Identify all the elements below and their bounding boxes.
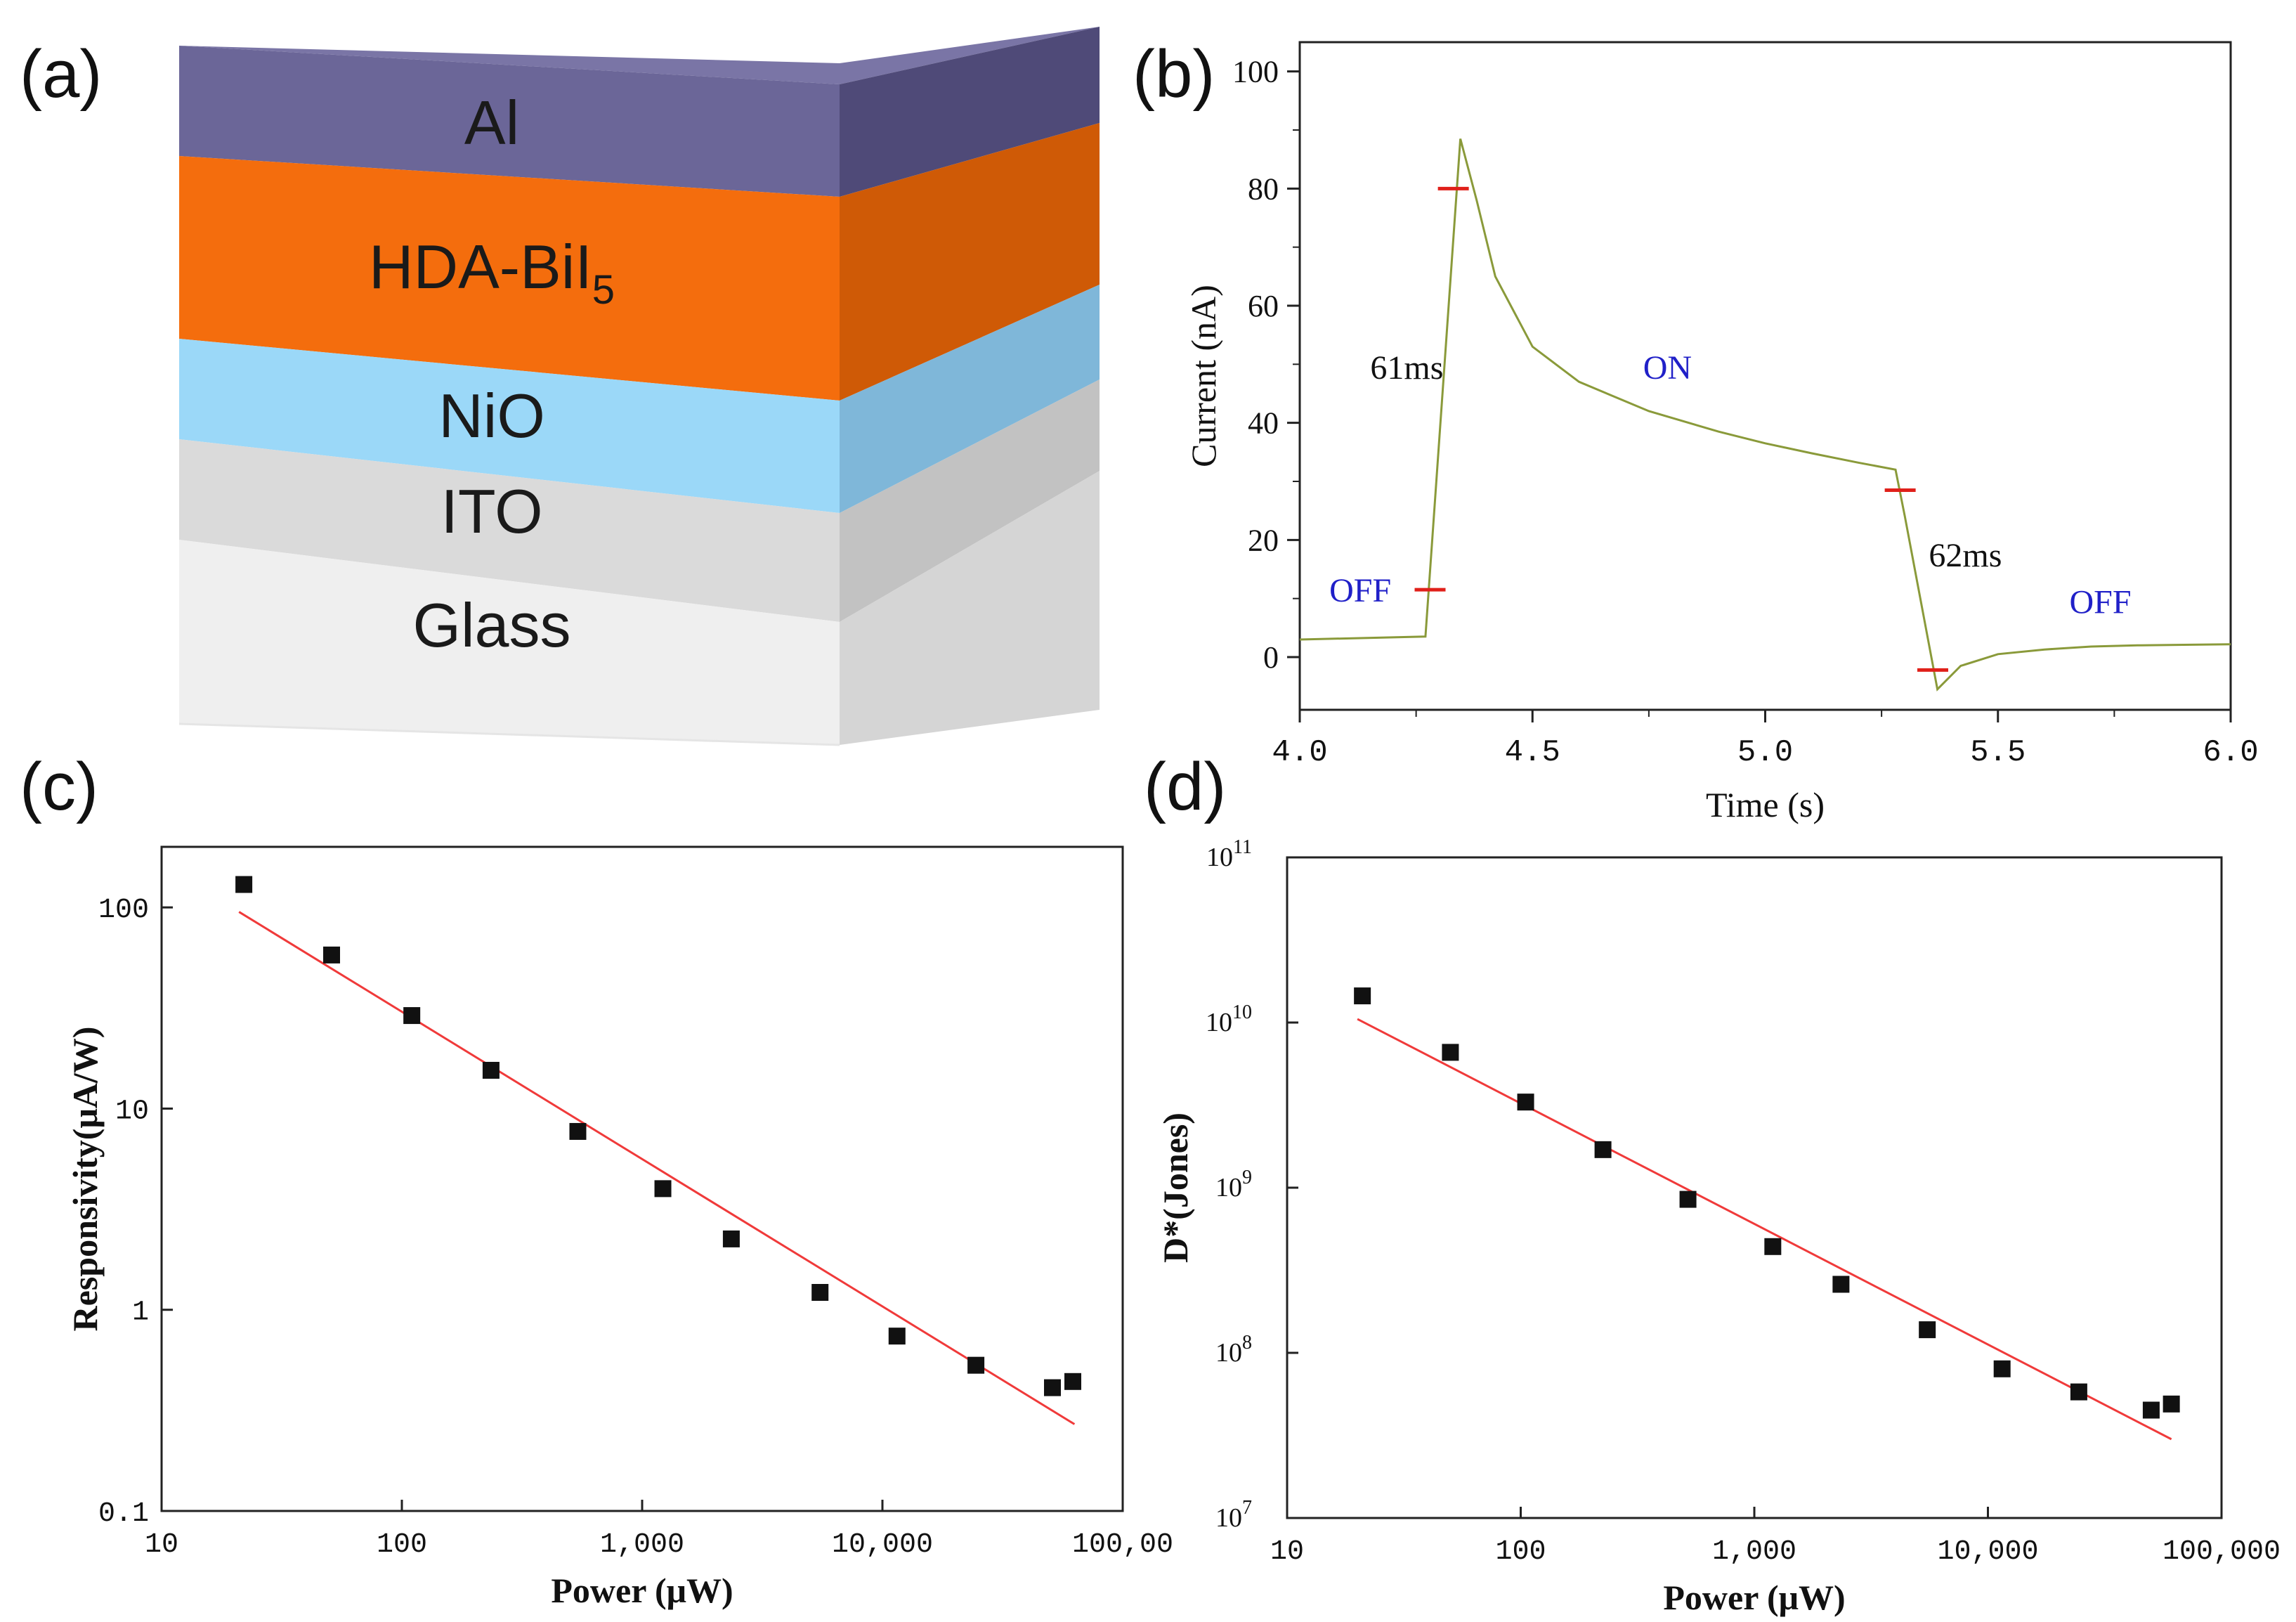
al-top-face [179, 27, 1100, 84]
annotation-b: OFF [1329, 572, 1391, 609]
data-point-c [888, 1328, 906, 1345]
y-tick-label-c: 10 [115, 1096, 149, 1127]
x-tick-label-b: 4.5 [1505, 735, 1560, 770]
data-point-c [482, 1061, 500, 1079]
x-axis-label-c: Power (μW) [551, 1571, 733, 1610]
plot-frame-d [1286, 856, 2223, 1519]
panel-label-a: (a) [20, 37, 103, 112]
data-point-d [1594, 1141, 1612, 1158]
layer-label-0: Al [464, 88, 519, 157]
annotation-b: 62ms [1929, 537, 2002, 574]
layer-front-4 [179, 540, 840, 745]
data-point-d [1517, 1094, 1534, 1111]
x-tick-label-c: 10 [145, 1529, 178, 1561]
x-tick-label-b: 5.5 [1970, 735, 2026, 770]
x-tick-label-b: 5.0 [1737, 735, 1793, 770]
x-tick-label-c: 1,000 [600, 1529, 684, 1561]
layer-label-1: HDA-BiI5 [369, 232, 615, 313]
x-tick-label-c: 10,000 [832, 1529, 933, 1561]
x-tick-label-c: 100,00 [1072, 1529, 1173, 1561]
y-tick-label-d: 1010 [1206, 1001, 1252, 1037]
x-tick-label-b: 4.0 [1272, 735, 1327, 770]
data-point-d [2163, 1395, 2180, 1413]
data-point-d [1919, 1321, 1936, 1339]
y-axis-label-d: D*(Jones) [1156, 1112, 1195, 1263]
y-tick-label-c: 100 [98, 895, 149, 926]
data-point-c [235, 876, 253, 893]
data-point-c [1043, 1379, 1061, 1396]
data-point-d [1993, 1360, 2011, 1377]
x-tick-label-b: 6.0 [2203, 735, 2258, 770]
layer-side-2 [840, 285, 1100, 513]
panel-label-b: (b) [1133, 37, 1215, 112]
y-tick-label-b: 100 [1232, 55, 1279, 89]
fit-line-c [238, 911, 1076, 1425]
data-point-d [1442, 1044, 1459, 1061]
layer-label-4: Glass [413, 590, 571, 660]
series-line-b [1299, 138, 2231, 692]
layer-side-1 [840, 123, 1100, 401]
layer-front-2 [179, 339, 840, 513]
y-tick-label-b: 40 [1248, 406, 1279, 441]
annotation-b: OFF [2069, 584, 2131, 621]
data-point-d [2142, 1401, 2160, 1419]
layer-label-2: NiO [438, 381, 545, 450]
data-point-c [322, 946, 340, 964]
y-tick-label-d: 107 [1215, 1497, 1252, 1533]
layer-label-3: ITO [441, 476, 542, 546]
x-tick-label-d: 1,000 [1712, 1536, 1796, 1568]
data-point-d [1354, 987, 1371, 1005]
layer-front-0 [179, 46, 840, 197]
layer-side-3 [840, 379, 1100, 622]
data-point-c [654, 1180, 672, 1198]
y-tick-label-b: 0 [1263, 640, 1279, 675]
y-tick-label-b: 80 [1248, 171, 1279, 206]
y-tick-label-c: 1 [132, 1297, 149, 1329]
y-tick-label-b: 60 [1248, 289, 1279, 323]
y-tick-label-c: 0.1 [98, 1498, 149, 1530]
x-tick-label-d: 10 [1270, 1536, 1304, 1568]
x-tick-label-d: 10,000 [1937, 1536, 2038, 1568]
y-tick-label-d: 109 [1215, 1167, 1252, 1202]
layer-side-4 [840, 471, 1100, 745]
x-axis-label-d: Power (μW) [1663, 1578, 1845, 1617]
layer-front-3 [179, 439, 840, 622]
data-point-c [569, 1122, 587, 1140]
y-tick-label-b: 20 [1248, 523, 1279, 557]
annotation-b: 61ms [1370, 349, 1443, 387]
stack-bottom-edge [178, 722, 840, 746]
x-tick-label-d: 100,000 [2163, 1536, 2281, 1568]
x-tick-label-c: 100 [377, 1529, 427, 1561]
data-point-c [403, 1007, 421, 1025]
x-tick-label-d: 100 [1495, 1536, 1546, 1568]
data-point-d [1764, 1238, 1782, 1255]
data-point-c [967, 1356, 985, 1374]
data-point-c [1064, 1373, 1081, 1390]
y-tick-label-d: 108 [1215, 1332, 1252, 1368]
panel-label-d: (d) [1144, 749, 1227, 824]
y-axis-label-b: Current (nA) [1184, 285, 1223, 467]
data-point-d [1832, 1276, 1850, 1293]
y-axis-label-c: Responsivity(μA/W) [65, 1027, 105, 1332]
data-point-d [2070, 1383, 2087, 1401]
panel-label-c: (c) [20, 749, 98, 824]
annotation-b: ON [1643, 349, 1692, 387]
x-axis-label-b: Time (s) [1706, 785, 1825, 824]
data-point-c [722, 1230, 740, 1247]
fit-line-d [1357, 1018, 2172, 1441]
data-point-d [1679, 1190, 1697, 1208]
layer-front-1 [179, 156, 840, 401]
layer-side-0 [840, 27, 1100, 197]
data-point-c [811, 1284, 829, 1302]
y-tick-label-d: 1011 [1206, 836, 1252, 872]
